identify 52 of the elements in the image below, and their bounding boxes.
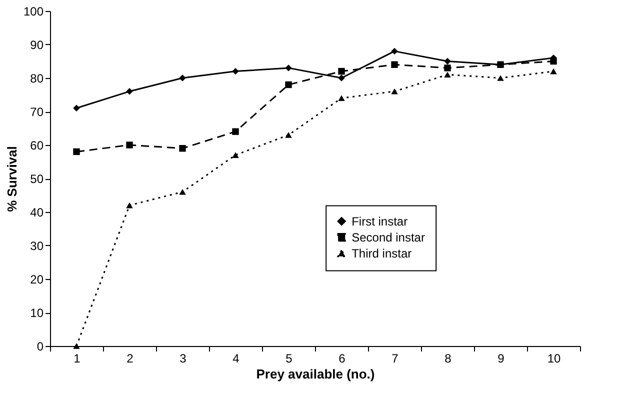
point	[444, 64, 451, 72]
legend-label: First instar	[352, 214, 408, 228]
y-tick-label: 0	[36, 340, 44, 354]
x-tick-label: 7	[392, 352, 399, 366]
y-tick-label: 100	[23, 4, 44, 18]
x-tick-label: 10	[547, 352, 561, 366]
y-tick-label: 20	[30, 272, 44, 286]
x-axis-title: Prey available (no.)	[256, 366, 375, 382]
y-tick-label: 80	[30, 72, 44, 86]
y-tick-label: 10	[30, 306, 44, 320]
legend-label: Third instar	[352, 246, 412, 260]
point	[126, 142, 133, 148]
legend-label: Second instar	[352, 230, 425, 244]
x-tick-label: 1	[74, 352, 81, 366]
point	[73, 148, 80, 156]
point	[338, 74, 345, 82]
y-tick-label: 50	[30, 172, 44, 186]
point	[126, 88, 133, 95]
point	[73, 343, 80, 349]
point	[444, 72, 451, 78]
point	[126, 202, 133, 208]
point	[391, 61, 398, 68]
y-tick-label: 30	[30, 239, 44, 253]
x-tick-label: 3	[180, 352, 187, 366]
point	[179, 144, 186, 152]
point	[285, 132, 292, 138]
point	[444, 58, 451, 65]
point	[391, 88, 398, 94]
x-tick-label: 2	[126, 352, 134, 366]
point	[285, 81, 292, 88]
y-tick-label: 90	[30, 38, 44, 52]
y-axis-title: % Survival	[4, 146, 20, 212]
point	[338, 68, 345, 75]
y-tick-label: 60	[30, 138, 44, 152]
y-tick-label: 70	[30, 105, 44, 119]
point	[550, 68, 557, 74]
point	[232, 152, 239, 158]
point	[232, 68, 239, 75]
point	[285, 64, 292, 72]
point	[179, 74, 186, 82]
x-tick-label: 5	[286, 352, 293, 366]
x-tick-label: 6	[338, 352, 346, 366]
point	[179, 188, 186, 195]
point	[497, 75, 504, 81]
x-tick-label: 4	[232, 352, 240, 366]
x-tick-label: 8	[444, 352, 452, 366]
point	[338, 95, 345, 102]
x-tick-label: 9	[498, 352, 505, 366]
point	[232, 128, 239, 135]
point	[73, 104, 80, 112]
y-tick-label: 40	[30, 206, 44, 220]
point	[391, 48, 398, 55]
